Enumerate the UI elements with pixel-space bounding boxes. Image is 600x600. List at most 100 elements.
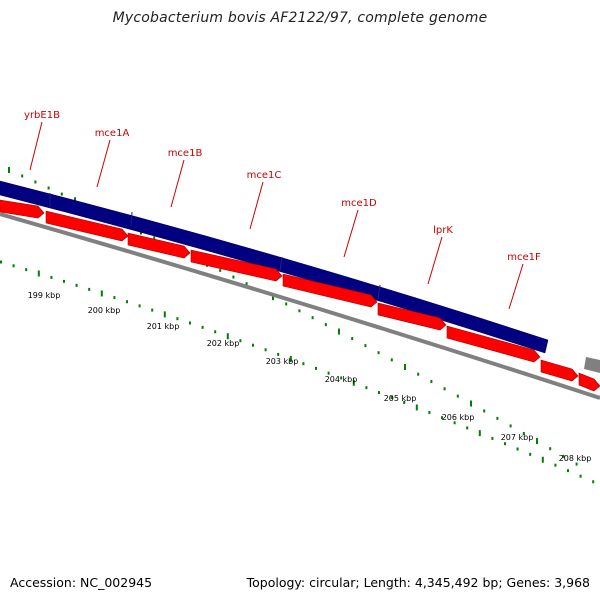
gene-label-mce1b: mce1B bbox=[168, 148, 203, 159]
inner-tick bbox=[592, 480, 595, 484]
inner-tick bbox=[113, 296, 116, 300]
outer-tick bbox=[298, 309, 301, 313]
reverse-gene-arrow bbox=[377, 302, 447, 331]
inner-tick bbox=[352, 379, 355, 386]
inner-tick bbox=[25, 268, 28, 272]
outer-tick bbox=[338, 328, 340, 335]
reverse-gene-arrow bbox=[282, 273, 378, 308]
outer-tick bbox=[443, 387, 446, 391]
inner-tick bbox=[390, 395, 393, 399]
reverse-gene-arrow bbox=[127, 232, 191, 259]
scale-label: 205 kbp bbox=[384, 394, 417, 403]
inner-tick bbox=[138, 304, 141, 308]
outer-tick bbox=[456, 394, 459, 398]
inner-tick bbox=[226, 333, 229, 340]
outer-tick bbox=[21, 174, 24, 178]
inner-tick bbox=[88, 287, 91, 291]
inner-tick bbox=[126, 300, 128, 304]
inner-tick bbox=[12, 264, 15, 268]
gene-label-yrbe1b: yrbE1B bbox=[24, 110, 60, 121]
scale-label: 204 kbp bbox=[325, 375, 358, 384]
inner-tick bbox=[302, 362, 305, 366]
inner-tick bbox=[529, 452, 532, 456]
backbone-line bbox=[0, 212, 600, 400]
scale-label: 200 kbp bbox=[88, 306, 121, 315]
reverse-gene-arrow bbox=[45, 210, 129, 242]
inner-tick bbox=[516, 447, 519, 451]
inner-tick bbox=[453, 421, 456, 425]
inner-tick bbox=[63, 279, 65, 283]
reverse-gene-arrow bbox=[578, 372, 600, 392]
outer-tick bbox=[364, 344, 367, 348]
gene-label-mce1a: mce1A bbox=[95, 128, 130, 139]
outer-tick bbox=[470, 400, 472, 407]
reverse-gene-arrow bbox=[0, 199, 45, 219]
scale-label: 208 kbp bbox=[559, 454, 592, 463]
outer-tick bbox=[272, 294, 274, 301]
inner-tick bbox=[441, 416, 443, 420]
genome-backbone bbox=[0, 212, 600, 400]
outer-tick bbox=[219, 268, 222, 272]
inner-tick bbox=[491, 436, 494, 440]
inner-tick bbox=[567, 469, 569, 473]
outer-tick bbox=[575, 462, 578, 466]
inner-tick bbox=[252, 343, 254, 347]
inner-tick bbox=[415, 404, 418, 411]
inner-tick bbox=[0, 260, 2, 264]
scale-label: 201 kbp bbox=[147, 322, 180, 331]
outer-tick bbox=[522, 431, 525, 435]
scale-label: 207 kbp bbox=[501, 433, 534, 442]
scale-label: 203 kbp bbox=[266, 357, 299, 366]
inner-tick bbox=[504, 442, 506, 446]
inner-tick bbox=[151, 308, 154, 312]
reverse-gene-arrow bbox=[540, 359, 579, 382]
gene-label-leader bbox=[170, 159, 185, 208]
outer-tick bbox=[404, 364, 406, 371]
map-title: Mycobacterium bovis AF2122/97, complete … bbox=[112, 10, 488, 26]
gene-label-mce1c: mce1C bbox=[247, 170, 282, 181]
outer-tick bbox=[509, 424, 512, 428]
inner-tick bbox=[176, 317, 179, 321]
scale-label: 206 kbp bbox=[442, 413, 475, 422]
outer-tick bbox=[311, 316, 314, 320]
outer-tick bbox=[562, 454, 565, 458]
outer-tick bbox=[377, 351, 380, 355]
inner-tick bbox=[315, 366, 317, 370]
outer-tick bbox=[496, 416, 499, 420]
inner-tick bbox=[466, 426, 469, 430]
outer-tick bbox=[60, 192, 63, 196]
outer-tick bbox=[483, 409, 486, 413]
inner-tick bbox=[163, 311, 166, 318]
reverse-gene-arrow bbox=[190, 249, 283, 282]
gene-label-lprk: lprK bbox=[433, 225, 453, 236]
genome-summary-text: Topology: circular; Length: 4,345,492 bp… bbox=[246, 575, 590, 590]
outer-tick bbox=[153, 236, 156, 240]
inner-tick bbox=[289, 356, 292, 363]
inner-tick bbox=[75, 283, 78, 287]
gene-boundary bbox=[279, 256, 283, 272]
gene-label-leader bbox=[96, 139, 111, 188]
scale-label: 199 kbp bbox=[28, 291, 61, 300]
inner-tick bbox=[100, 290, 103, 297]
outer-tick bbox=[390, 358, 393, 362]
inner-tick bbox=[189, 321, 191, 325]
forward-gene-band bbox=[0, 180, 549, 354]
gene-label-layer: yrbE1B mce1A mce1B mce1C mce1D lprK mce1F bbox=[24, 110, 541, 310]
inner-tick-ring bbox=[0, 260, 595, 484]
inner-tick bbox=[579, 474, 582, 478]
inner-tick bbox=[264, 348, 267, 352]
scale-label-layer: 199 kbp 200 kbp 201 kbp 202 kbp 203 kbp 204 k… bbox=[28, 291, 592, 463]
gene-boundary bbox=[377, 284, 381, 300]
inner-tick bbox=[277, 352, 280, 356]
inner-tick bbox=[37, 270, 40, 277]
inner-tick bbox=[378, 391, 380, 395]
inner-tick bbox=[201, 325, 204, 329]
gene-label-mce1f: mce1F bbox=[507, 252, 541, 263]
gene-label-leader bbox=[29, 121, 43, 171]
outer-tick bbox=[324, 323, 327, 327]
gene-boundary bbox=[130, 211, 133, 227]
inner-tick bbox=[541, 456, 544, 463]
inner-tick bbox=[365, 386, 368, 390]
inner-tick bbox=[340, 376, 343, 380]
